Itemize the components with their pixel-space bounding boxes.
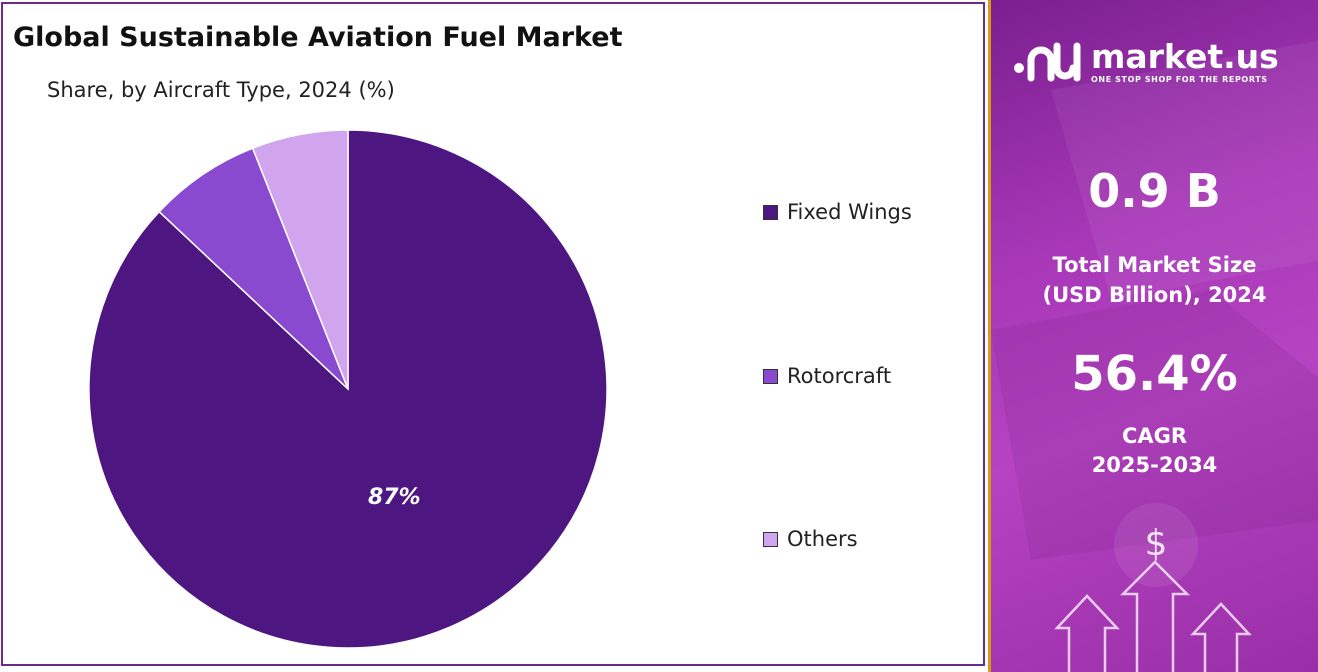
market-size-value: 0.9 B bbox=[1088, 164, 1221, 218]
market-size-label-line1: Total Market Size bbox=[1052, 253, 1257, 277]
pie-data-label: 87% bbox=[368, 485, 421, 510]
legend-swatch bbox=[763, 531, 778, 547]
info-panel: $ market.us ONE STOP SHOP FOR THE REPORT… bbox=[988, 0, 1318, 672]
legend-swatch bbox=[763, 204, 778, 220]
pie-chart: 87% bbox=[88, 129, 608, 649]
legend-item-fixed-wings: Fixed Wings bbox=[763, 197, 912, 227]
brand-tagline: ONE STOP SHOP FOR THE REPORTS bbox=[1091, 75, 1268, 84]
growth-arrows-icon bbox=[1054, 560, 1252, 672]
legend-swatch bbox=[763, 368, 778, 384]
market-us-logo-icon bbox=[1014, 42, 1081, 82]
legend-item-others: Others bbox=[763, 524, 858, 554]
chart-subtitle: Share, by Aircraft Type, 2024 (%) bbox=[47, 78, 395, 102]
cagr-label-line2: 2025-2034 bbox=[1091, 453, 1218, 477]
svg-text:$: $ bbox=[1145, 523, 1168, 564]
background-decoration: $ bbox=[991, 40, 1318, 672]
market-size-label-line2: (USD Billion), 2024 bbox=[1042, 283, 1267, 307]
legend-label: Others bbox=[787, 527, 858, 551]
legend-label: Fixed Wings bbox=[787, 200, 912, 224]
legend-label: Rotorcraft bbox=[787, 364, 892, 388]
dollar-icon: $ bbox=[1145, 523, 1168, 564]
chart-panel: Global Sustainable Aviation Fuel Market … bbox=[1, 2, 985, 666]
brand-logo: market.us ONE STOP SHOP FOR THE REPORTS bbox=[1011, 38, 1279, 86]
pie-slice-others bbox=[251, 129, 349, 390]
legend-item-rotorcraft: Rotorcraft bbox=[763, 361, 891, 391]
chart-title: Global Sustainable Aviation Fuel Market bbox=[13, 22, 623, 53]
pie-slice-rotorcraft bbox=[158, 147, 349, 390]
cagr-label-line1: CAGR bbox=[1121, 424, 1188, 448]
cagr-value: 56.4% bbox=[1071, 346, 1238, 402]
brand-name: market.us bbox=[1091, 37, 1279, 76]
